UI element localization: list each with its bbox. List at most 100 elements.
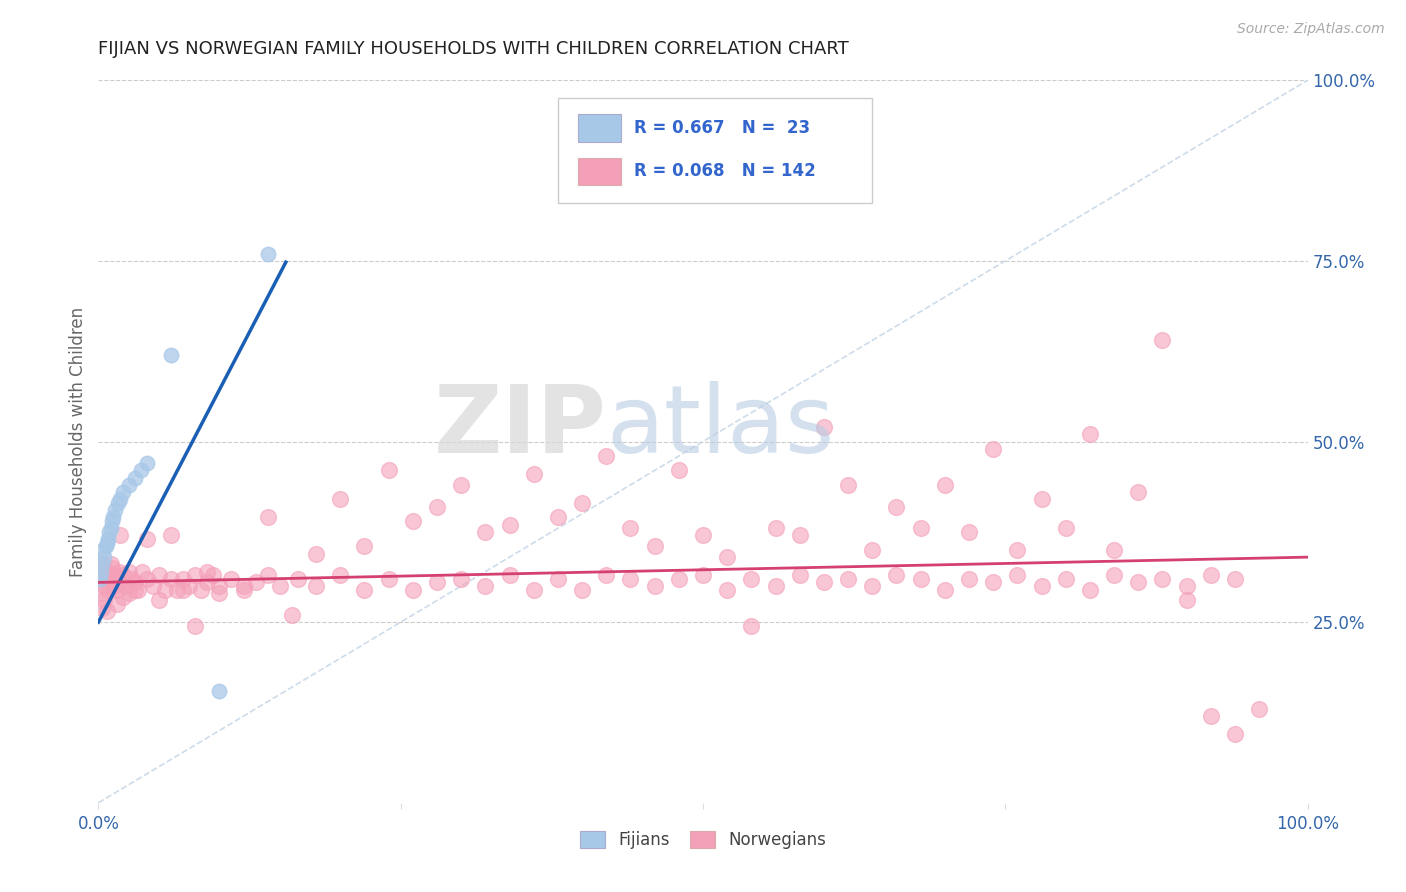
Point (426, 500, 449, 514)
Point (860, 579, 883, 593)
Point (111, 568, 134, 582)
Point (1031, 579, 1053, 593)
Point (103, 579, 125, 593)
Point (94, 565, 117, 579)
Point (93, 550, 115, 565)
Point (813, 575, 835, 590)
Point (981, 575, 1004, 590)
Point (886, 500, 908, 514)
Point (160, 528, 183, 542)
Point (96, 535, 118, 549)
Point (305, 579, 328, 593)
Point (1054, 521, 1077, 535)
Point (860, 542, 883, 557)
Point (269, 579, 291, 593)
Point (208, 683, 231, 698)
Point (89, 572, 111, 586)
Point (91, 586, 114, 600)
Point (450, 478, 472, 492)
Point (131, 565, 153, 579)
Point (114, 579, 136, 593)
Point (135, 456, 157, 470)
Point (281, 607, 304, 622)
Point (148, 593, 170, 607)
Point (104, 568, 127, 582)
Text: R = 0.667   N =  23: R = 0.667 N = 23 (634, 119, 810, 137)
Point (789, 568, 811, 582)
Point (208, 579, 231, 593)
Point (245, 575, 267, 590)
Text: atlas: atlas (606, 381, 835, 473)
Point (692, 528, 714, 542)
Point (329, 568, 352, 582)
Point (740, 619, 762, 633)
Point (1199, 709, 1222, 723)
Point (195, 565, 218, 579)
Point (208, 586, 231, 600)
Point (668, 572, 690, 586)
Point (789, 528, 811, 542)
Point (765, 521, 787, 535)
Point (716, 550, 738, 565)
Point (108, 528, 131, 542)
Point (97, 532, 120, 546)
Point (105, 582, 128, 597)
Point (127, 582, 149, 597)
Point (571, 582, 593, 597)
Point (837, 478, 859, 492)
Point (118, 478, 141, 492)
Point (129, 463, 152, 477)
Point (957, 572, 980, 586)
Legend: Fijians, Norwegians: Fijians, Norwegians (574, 824, 832, 856)
Point (619, 521, 641, 535)
Point (1102, 542, 1125, 557)
Point (232, 579, 254, 593)
Point (108, 565, 131, 579)
Point (329, 492, 352, 507)
Point (498, 568, 520, 582)
Point (135, 572, 157, 586)
FancyBboxPatch shape (578, 114, 621, 142)
Point (595, 568, 617, 582)
Point (1249, 702, 1271, 716)
Point (837, 572, 859, 586)
Point (107, 496, 129, 510)
Point (96, 604, 118, 618)
Point (957, 524, 980, 539)
Point (184, 619, 207, 633)
Point (1175, 593, 1198, 607)
Point (644, 539, 666, 553)
Point (105, 597, 128, 611)
Point (93, 579, 115, 593)
Point (101, 572, 124, 586)
Point (474, 579, 496, 593)
Point (179, 579, 201, 593)
Point (221, 572, 243, 586)
Point (90, 565, 112, 579)
Point (101, 510, 124, 524)
Point (377, 463, 399, 477)
Point (1007, 568, 1029, 582)
Point (692, 568, 714, 582)
Point (100, 575, 122, 590)
Point (172, 572, 194, 586)
Point (910, 572, 932, 586)
Point (426, 575, 449, 590)
Point (118, 586, 141, 600)
Point (1054, 572, 1077, 586)
Point (108, 492, 131, 507)
Point (124, 575, 146, 590)
Point (91, 542, 114, 557)
Point (474, 524, 496, 539)
Point (98, 524, 121, 539)
Text: Source: ZipAtlas.com: Source: ZipAtlas.com (1237, 22, 1385, 37)
Point (740, 572, 762, 586)
Point (111, 590, 134, 604)
Point (1031, 492, 1053, 507)
Point (124, 470, 146, 484)
Point (1175, 579, 1198, 593)
Point (90, 572, 112, 586)
Point (619, 572, 641, 586)
Point (1152, 334, 1174, 348)
Point (256, 510, 278, 524)
